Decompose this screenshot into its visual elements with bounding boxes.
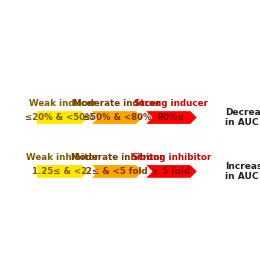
Text: Weak inhibitor: Weak inhibitor <box>26 153 99 162</box>
Text: Moderate inducer: Moderate inducer <box>73 99 161 108</box>
Text: ≤20% & <50%: ≤20% & <50% <box>25 113 94 122</box>
Text: Moderate inhibitor: Moderate inhibitor <box>70 153 164 162</box>
Text: 80%≤: 80%≤ <box>157 113 185 122</box>
Polygon shape <box>36 111 89 124</box>
Text: 1.25≤ & <2: 1.25≤ & <2 <box>32 167 87 176</box>
Text: Decrease
in AUC: Decrease in AUC <box>225 108 260 127</box>
Text: Increase
in AUC: Increase in AUC <box>225 162 260 181</box>
Text: ≥ 5 fold: ≥ 5 fold <box>152 167 190 176</box>
Polygon shape <box>145 164 198 178</box>
Text: 2≤ & <5 fold: 2≤ & <5 fold <box>86 167 148 176</box>
Polygon shape <box>145 111 198 124</box>
Text: ≤50% & <80%: ≤50% & <80% <box>83 113 151 122</box>
Text: Strong inducer: Strong inducer <box>134 99 208 108</box>
Text: Weak inducer: Weak inducer <box>29 99 96 108</box>
Polygon shape <box>91 111 143 124</box>
Polygon shape <box>36 164 89 178</box>
Text: Strong inhibitor: Strong inhibitor <box>132 153 211 162</box>
Polygon shape <box>91 164 143 178</box>
